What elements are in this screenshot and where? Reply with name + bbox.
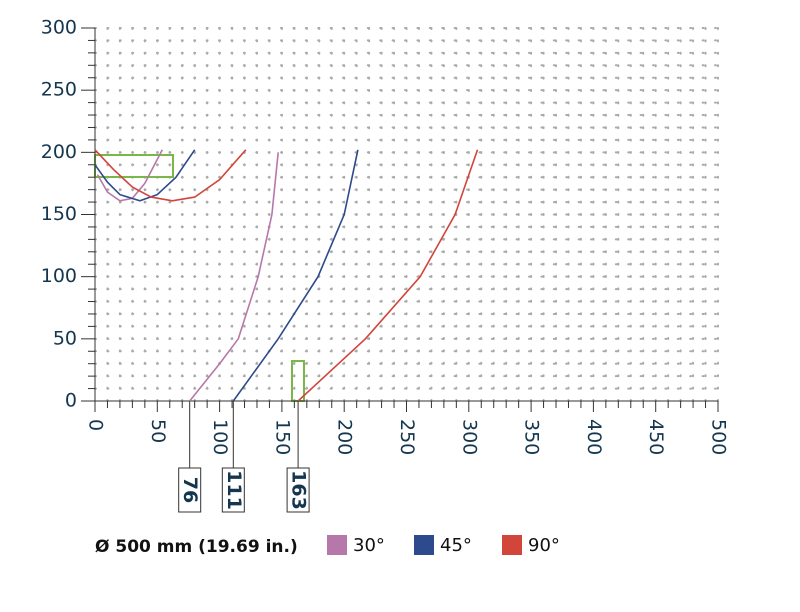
highlight-box <box>291 360 305 402</box>
x-tick-label: 300 <box>458 419 480 455</box>
x-tick-label: 350 <box>521 419 543 455</box>
y-tick-label: 150 <box>41 203 77 225</box>
x-tick-label: 150 <box>271 419 293 455</box>
x-tick-label: 400 <box>583 419 605 455</box>
x-tick-label: 450 <box>645 419 667 455</box>
y-tick-label: 100 <box>41 265 77 287</box>
legend-label: 90° <box>528 535 560 556</box>
x-tick-label: 100 <box>209 419 231 455</box>
series-line <box>96 149 279 402</box>
y-tick-label: 200 <box>41 141 77 163</box>
marker-box <box>221 467 245 513</box>
legend-swatch <box>502 535 522 555</box>
marker-box <box>178 467 202 513</box>
x-tick-label: 500 <box>708 419 730 455</box>
marker-label: 76 <box>179 477 201 503</box>
x-tick-label: 50 <box>147 419 169 443</box>
marker-box <box>286 467 310 513</box>
x-tick-label: 0 <box>85 419 107 431</box>
series-line <box>94 149 359 402</box>
legend-swatch <box>327 535 347 555</box>
legend-label: 30° <box>353 535 385 556</box>
legend-title: Ø 500 mm (19.69 in.) <box>95 537 298 557</box>
y-tick-label: 250 <box>41 79 77 101</box>
x-tick-label: 200 <box>334 419 356 455</box>
legend-label: 45° <box>440 535 472 556</box>
marker-label: 111 <box>223 470 245 510</box>
y-tick-label: 50 <box>53 327 77 349</box>
series-line <box>94 149 479 402</box>
x-tick-label: 250 <box>396 419 418 455</box>
legend-swatch <box>414 535 434 555</box>
marker-label: 163 <box>288 470 310 510</box>
y-tick-label: 0 <box>65 390 77 412</box>
y-tick-label: 300 <box>41 17 77 39</box>
